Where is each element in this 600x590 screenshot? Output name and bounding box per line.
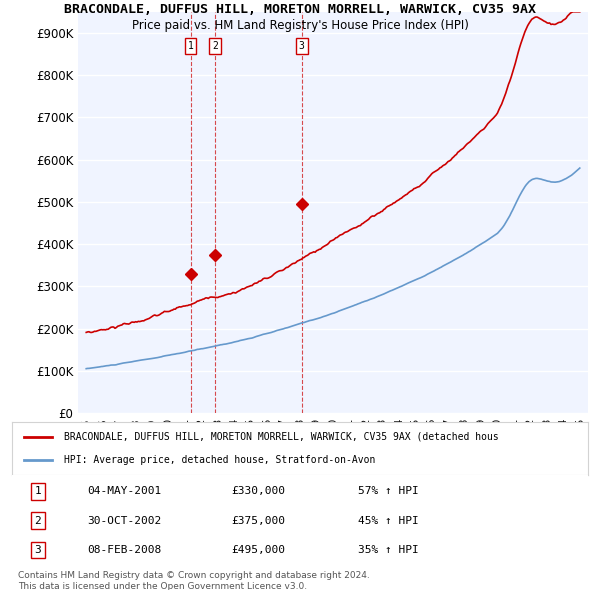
Text: 35% ↑ HPI: 35% ↑ HPI — [358, 545, 418, 555]
Text: 08-FEB-2008: 08-FEB-2008 — [87, 545, 161, 555]
Text: 2: 2 — [35, 516, 41, 526]
Text: 45% ↑ HPI: 45% ↑ HPI — [358, 516, 418, 526]
Text: 3: 3 — [35, 545, 41, 555]
Text: 30-OCT-2002: 30-OCT-2002 — [87, 516, 161, 526]
Text: Price paid vs. HM Land Registry's House Price Index (HPI): Price paid vs. HM Land Registry's House … — [131, 19, 469, 32]
Text: 57% ↑ HPI: 57% ↑ HPI — [358, 486, 418, 496]
Text: BRACONDALE, DUFFUS HILL, MORETON MORRELL, WARWICK, CV35 9AX (detached hous: BRACONDALE, DUFFUS HILL, MORETON MORRELL… — [64, 432, 499, 442]
Text: £495,000: £495,000 — [231, 545, 285, 555]
Text: BRACONDALE, DUFFUS HILL, MORETON MORRELL, WARWICK, CV35 9AX: BRACONDALE, DUFFUS HILL, MORETON MORRELL… — [64, 3, 536, 16]
Text: 2: 2 — [212, 41, 218, 51]
Text: £330,000: £330,000 — [231, 486, 285, 496]
Text: 1: 1 — [35, 486, 41, 496]
Text: 04-MAY-2001: 04-MAY-2001 — [87, 486, 161, 496]
Text: 1: 1 — [188, 41, 193, 51]
Text: HPI: Average price, detached house, Stratford-on-Avon: HPI: Average price, detached house, Stra… — [64, 455, 375, 465]
Text: 3: 3 — [299, 41, 305, 51]
Text: £375,000: £375,000 — [231, 516, 285, 526]
Text: Contains HM Land Registry data © Crown copyright and database right 2024.
This d: Contains HM Land Registry data © Crown c… — [18, 571, 370, 590]
